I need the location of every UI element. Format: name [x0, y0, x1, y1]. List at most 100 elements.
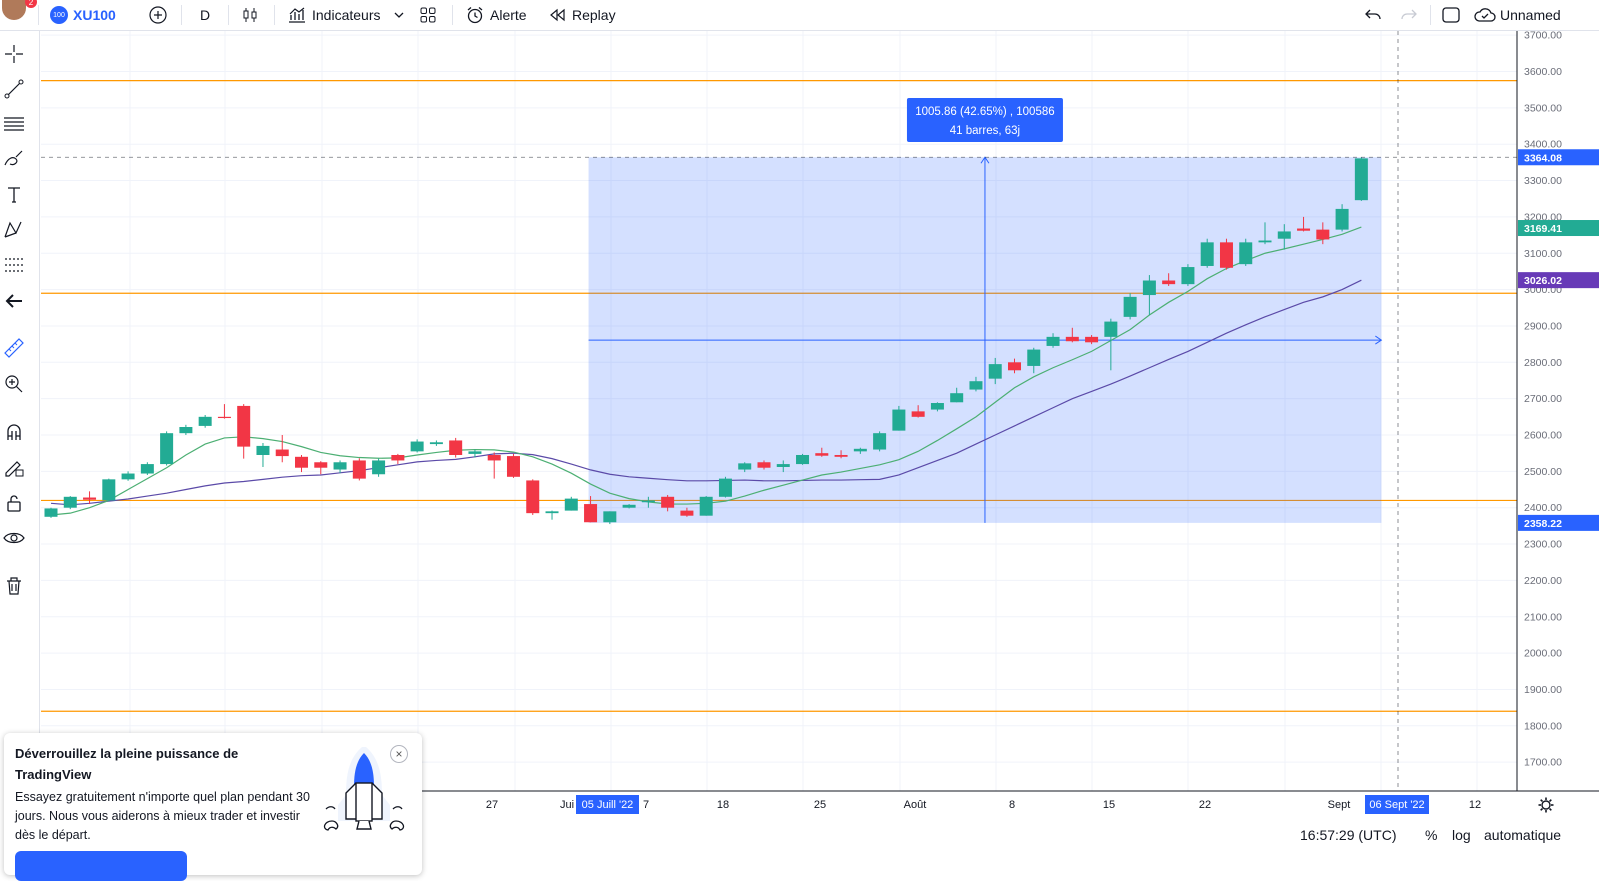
layout-button[interactable] [1441, 0, 1461, 30]
interval-button[interactable]: D [200, 7, 211, 23]
zoom-tool[interactable] [0, 370, 28, 398]
candle-body [1085, 336, 1099, 343]
candle-body [661, 496, 675, 508]
measure-range [588, 156, 1383, 523]
save-layout-button[interactable]: Unnamed [1473, 0, 1561, 30]
candle-body [603, 511, 617, 523]
layout-name: Unnamed [1500, 7, 1561, 23]
brush-tool[interactable] [0, 145, 28, 173]
alarm-clock-icon [467, 7, 483, 24]
time-tick-label: 18 [717, 799, 729, 811]
candle-body [564, 498, 578, 511]
chart-type-button[interactable] [241, 0, 259, 30]
user-avatar[interactable]: 2 [2, 0, 37, 20]
time-tick-label: 12 [1469, 799, 1481, 811]
price-tick-label: 2700.00 [1524, 393, 1562, 405]
toolbar-divider [38, 5, 39, 25]
candle-body [198, 416, 212, 426]
price-tick-label: 3500.00 [1524, 102, 1562, 114]
undo-button[interactable] [1364, 0, 1382, 30]
measure-tooltip-line2: 41 barres, 63j [950, 125, 1020, 137]
square-icon [1442, 7, 1460, 23]
lock-drawings-tool[interactable] [0, 489, 28, 517]
compare-add-button[interactable] [148, 0, 168, 30]
chart-grid [41, 31, 1517, 791]
text-tool[interactable] [0, 181, 28, 209]
time-badge [576, 795, 639, 814]
percent-toggle[interactable]: % [1425, 827, 1438, 843]
promo-title: Déverrouillez la pleine puissance de Tra… [15, 746, 239, 782]
measure-tool[interactable] [0, 334, 28, 362]
price-tick-label: 1800.00 [1524, 720, 1562, 732]
candle-body [179, 427, 193, 434]
settings-icon-core [1541, 800, 1551, 810]
candle-body [950, 393, 964, 403]
promo-cta-button[interactable] [15, 851, 187, 881]
indicators-label: Indicateurs [312, 7, 381, 23]
candle-body [63, 496, 77, 508]
candle-body [1335, 208, 1349, 230]
candle-body [526, 480, 540, 514]
back-button[interactable] [0, 287, 28, 315]
price-badge [1518, 514, 1599, 531]
candles [44, 157, 1368, 525]
candle-body [757, 462, 771, 468]
candle-body [1123, 296, 1137, 317]
time-tick-label: Jui [560, 799, 574, 811]
candle-body [121, 473, 135, 480]
crosshair-tool[interactable] [0, 40, 28, 68]
magnet-tool[interactable] [0, 418, 28, 446]
redo-icon [1401, 9, 1417, 20]
price-tick-label: 2500.00 [1524, 466, 1562, 478]
price-tick-label: 1700.00 [1524, 757, 1562, 769]
trend-line-tool[interactable] [0, 75, 28, 103]
replay-button[interactable]: Replay [548, 0, 616, 30]
candle-body [487, 454, 501, 461]
stay-drawing-tool[interactable] [0, 453, 28, 481]
candle-body [237, 405, 251, 447]
trend-line-icon [4, 79, 24, 99]
fib-tool[interactable] [0, 110, 28, 138]
candles-icon [243, 8, 257, 22]
templates-button[interactable] [419, 0, 437, 30]
price-badge [1518, 220, 1599, 237]
brush-icon [4, 150, 23, 166]
candle-body [1219, 242, 1233, 268]
price-axis[interactable]: 3700.003600.003500.003400.003300.003200.… [1516, 30, 1599, 791]
close-button[interactable]: × [390, 745, 408, 763]
candle-body [796, 454, 810, 465]
settings-icon[interactable] [1538, 797, 1554, 813]
indicators-button[interactable]: Indicateurs [287, 0, 380, 30]
text-icon [8, 187, 20, 203]
log-toggle[interactable]: log [1452, 827, 1471, 843]
indicators-dropdown[interactable] [393, 0, 405, 30]
remove-drawings-tool[interactable] [0, 572, 28, 600]
candle-body [680, 510, 694, 516]
candle-body [506, 456, 520, 477]
candle-body [333, 462, 347, 470]
prediction-tool[interactable] [0, 251, 28, 279]
zoom-in-icon [5, 375, 23, 393]
alert-button[interactable]: Alerte [465, 0, 527, 30]
redo-button[interactable] [1400, 0, 1418, 30]
candle-body [1258, 240, 1272, 243]
measure-tooltip-box [906, 98, 1063, 142]
candle-body [545, 511, 559, 514]
candle-body [275, 449, 289, 457]
candle-body [429, 442, 443, 445]
clock[interactable]: 16:57:29 (UTC) [1300, 827, 1397, 843]
candle-body [1316, 229, 1330, 240]
auto-scale-toggle[interactable]: automatique [1484, 827, 1562, 843]
price-badge-label: 3364.08 [1524, 152, 1562, 164]
pattern-tool[interactable] [0, 216, 28, 244]
candle-body [1181, 267, 1195, 285]
ruler-icon [4, 338, 24, 358]
candle-body [776, 464, 790, 467]
rocket-icon [323, 747, 405, 831]
hide-drawings-tool[interactable] [0, 524, 28, 552]
arrow-left-icon [5, 294, 22, 308]
candle-body [738, 463, 752, 470]
symbol-search-button[interactable]: XU100 [73, 7, 116, 23]
rewind-icon [550, 8, 565, 22]
